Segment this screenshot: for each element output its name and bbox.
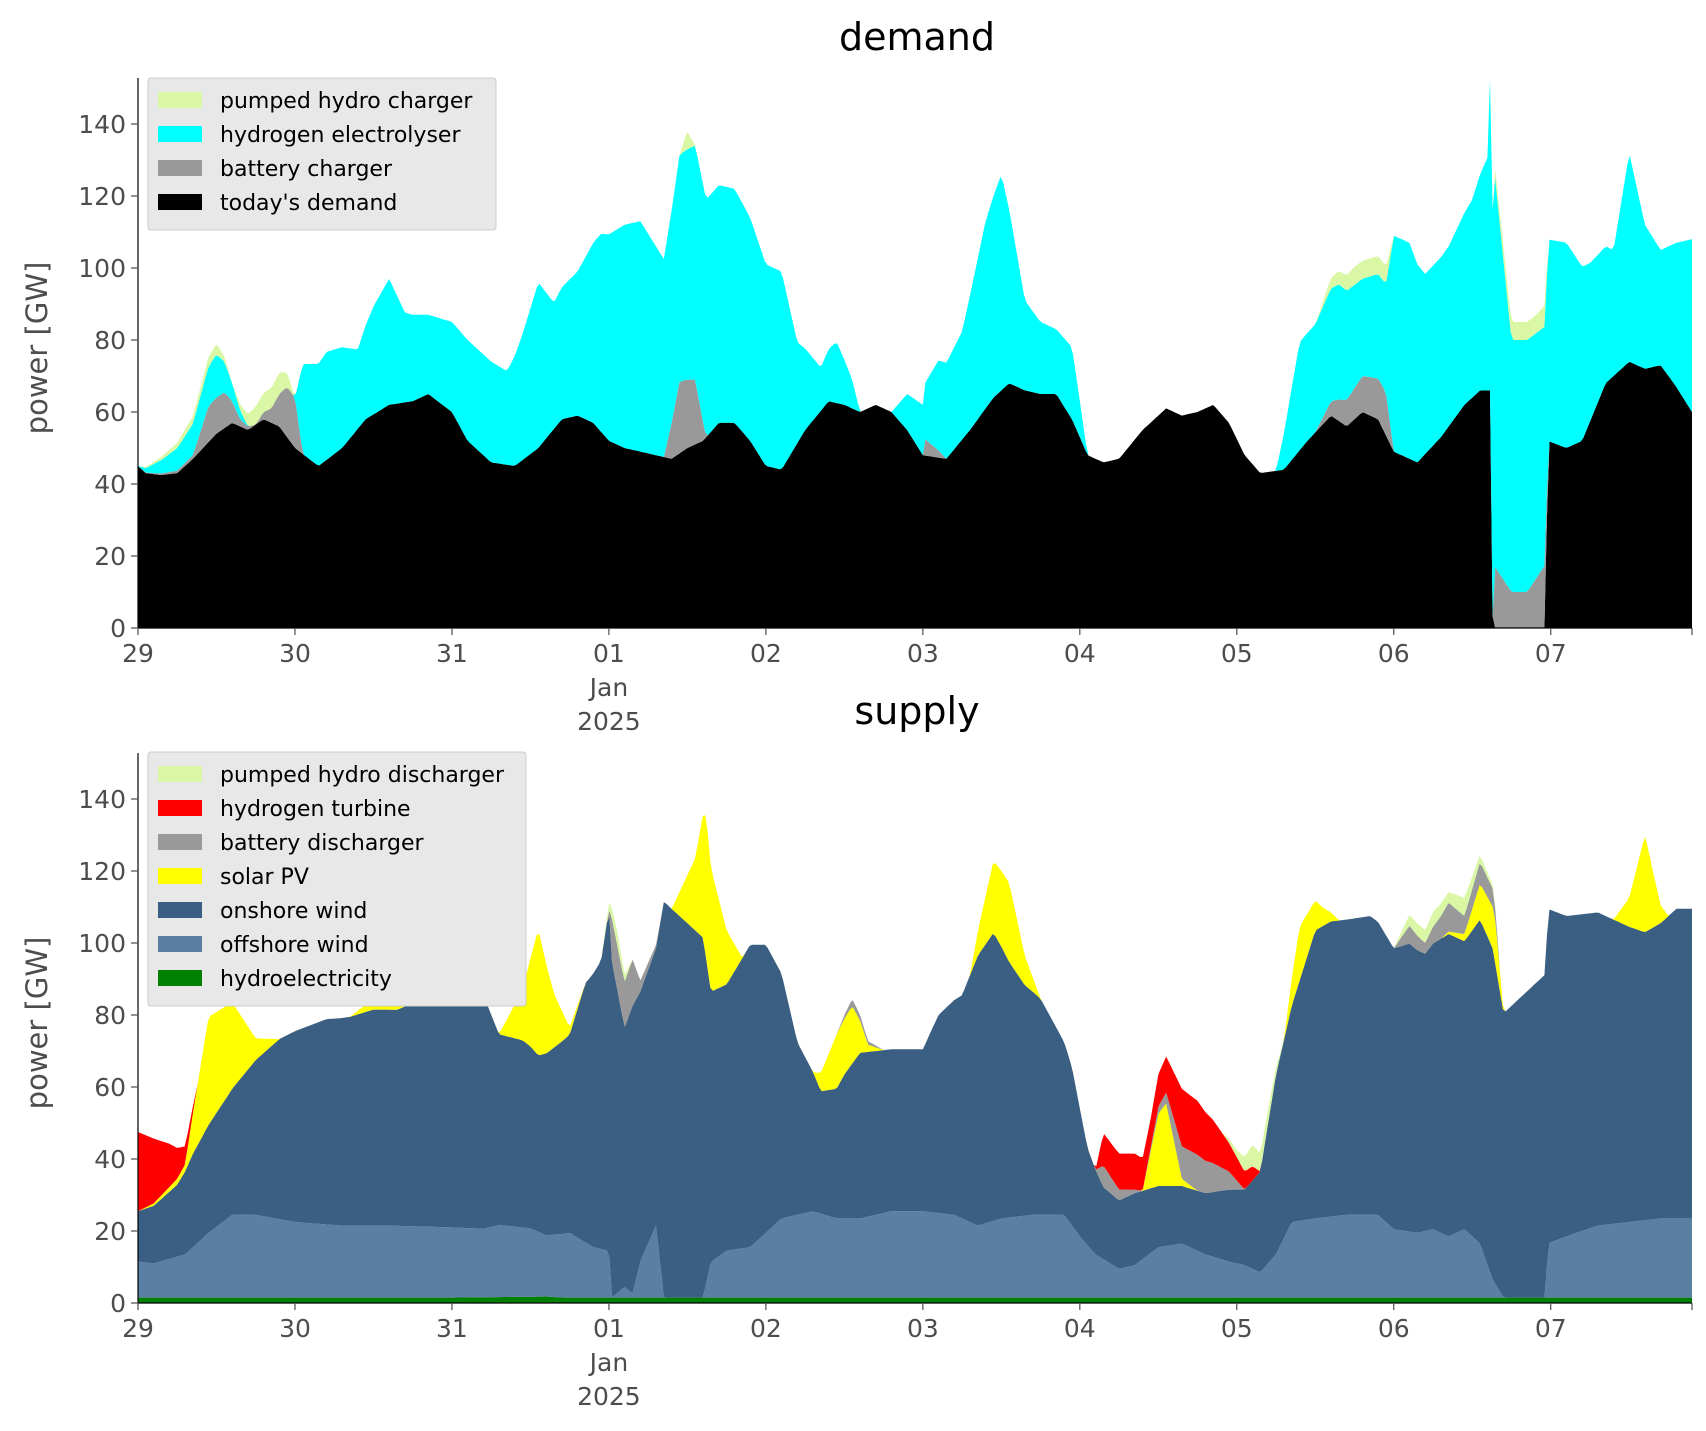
x-tick-label: 01 xyxy=(593,1314,625,1343)
y-tick-label: 120 xyxy=(78,857,126,886)
x-tick-label: 31 xyxy=(436,639,468,668)
y-axis-label: power [GW] xyxy=(20,937,54,1110)
x-tick-label: 31 xyxy=(436,1314,468,1343)
legend-label: hydrogen turbine xyxy=(220,797,411,822)
x-tick-label: 06 xyxy=(1378,1314,1410,1343)
x-tick-label: 29 xyxy=(122,639,154,668)
y-tick-label: 40 xyxy=(94,1145,126,1174)
x-tick-label: 29 xyxy=(122,1314,154,1343)
legend-label: offshore wind xyxy=(220,933,369,958)
y-tick-label: 60 xyxy=(94,398,126,427)
y-tick-label: 140 xyxy=(78,110,126,139)
legend-swatch xyxy=(158,800,202,816)
area-onshore-wind xyxy=(138,902,1692,1298)
y-tick-label: 80 xyxy=(94,326,126,355)
x-tick-label: 01 xyxy=(593,639,625,668)
y-tick-label: 140 xyxy=(78,785,126,814)
x-tick-label: 02 xyxy=(750,639,782,668)
y-tick-label: 0 xyxy=(110,1289,126,1318)
legend-swatch xyxy=(158,936,202,952)
y-axis-label: power [GW] xyxy=(20,262,54,435)
legend-swatch xyxy=(158,160,202,176)
y-tick-label: 40 xyxy=(94,470,126,499)
legend-label: hydrogen electrolyser xyxy=(220,123,461,148)
legend-box xyxy=(147,77,497,231)
area-offshore-wind xyxy=(138,1211,1692,1298)
legend-swatch xyxy=(158,902,202,918)
chart-title: supply xyxy=(854,689,979,733)
x-tick-label: 03 xyxy=(907,639,939,668)
chart-panel-demand: 0 20 40 60 80 100 120 140 29 30 31 01 Jan 2025 02 03 04 0… xyxy=(20,15,1693,736)
legend-label: battery charger xyxy=(220,157,393,182)
legend-swatch xyxy=(158,766,202,782)
legend-label: pumped hydro discharger xyxy=(220,763,505,788)
y-tick-label: 60 xyxy=(94,1073,126,1102)
legend-swatch xyxy=(158,834,202,850)
x-tick-label: 03 xyxy=(907,1314,939,1343)
x-tick-label: 30 xyxy=(279,1314,311,1343)
x-tick-label: 02 xyxy=(750,1314,782,1343)
legend-swatch xyxy=(158,970,202,986)
y-tick-label: 100 xyxy=(78,254,126,283)
legend-label: onshore wind xyxy=(220,899,367,924)
legend-swatch xyxy=(158,194,202,210)
x-tick-label: Jan xyxy=(588,673,629,702)
legend-label: battery discharger xyxy=(220,831,425,856)
legend: pumped hydro discharger hydrogen turbine b… xyxy=(147,751,527,1007)
legend-swatch xyxy=(158,126,202,142)
legend-swatch xyxy=(158,92,202,108)
y-tick-label: 20 xyxy=(94,542,126,571)
x-tick-label: 05 xyxy=(1221,1314,1253,1343)
legend-swatch xyxy=(158,868,202,884)
y-tick-label: 120 xyxy=(78,182,126,211)
legend-label: solar PV xyxy=(220,865,309,890)
x-tick-label: 07 xyxy=(1535,1314,1567,1343)
legend-label: hydroelectricity xyxy=(220,967,392,992)
area-pumped-hydro-charger xyxy=(138,80,1692,473)
y-tick-label: 80 xyxy=(94,1001,126,1030)
legend-box xyxy=(147,751,527,1007)
x-tick-label: 04 xyxy=(1064,1314,1096,1343)
legend-label: today's demand xyxy=(220,191,397,216)
area-hydroelectricity xyxy=(138,1296,1692,1303)
chart-title: demand xyxy=(839,15,995,59)
x-tick-label: Jan xyxy=(588,1348,629,1377)
chart-panel-supply: 0 20 40 60 80 100 120 140 29 30 31 01 Jan 2025 02 03 04 0… xyxy=(20,689,1693,1411)
x-tick-label: 30 xyxy=(279,639,311,668)
x-tick-label: 06 xyxy=(1378,639,1410,668)
x-tick-label: 04 xyxy=(1064,639,1096,668)
area-today-s-demand xyxy=(138,361,1692,628)
legend-label: pumped hydro charger xyxy=(220,89,473,114)
area-hydrogen-electrolyser xyxy=(138,80,1692,617)
y-tick-label: 20 xyxy=(94,1217,126,1246)
x-tick-label: 2025 xyxy=(577,1382,641,1411)
x-tick-label: 07 xyxy=(1535,639,1567,668)
y-tick-label: 0 xyxy=(110,614,126,643)
x-tick-label: 2025 xyxy=(577,707,641,736)
x-tick-label: 05 xyxy=(1221,639,1253,668)
legend: pumped hydro charger hydrogen electrolyse… xyxy=(147,77,497,231)
area-battery-charger xyxy=(138,361,1692,628)
y-tick-label: 100 xyxy=(78,929,126,958)
